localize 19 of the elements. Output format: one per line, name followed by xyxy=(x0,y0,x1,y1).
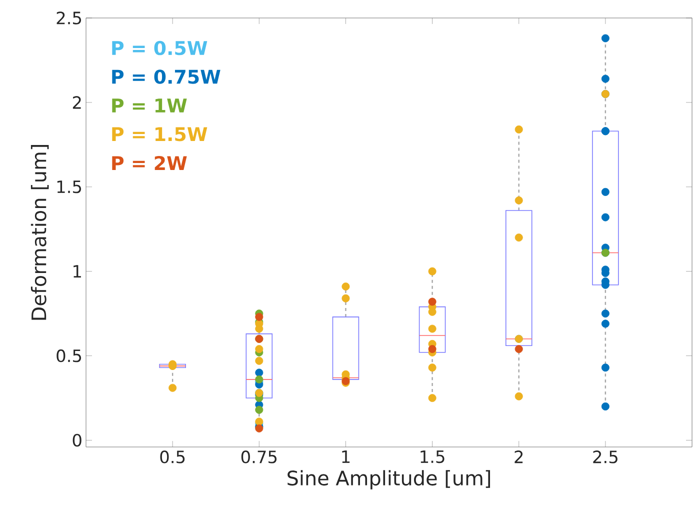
y-tick-label: 1.5 xyxy=(57,180,82,194)
y-tick-label: 2.5 xyxy=(56,12,82,24)
y-axis-title: Deformation [um] xyxy=(30,145,49,320)
x-tick-label: 2.5 xyxy=(593,450,618,464)
x-tick-label: 1 xyxy=(342,450,350,463)
x-axis-title: Sine Amplitude [um] xyxy=(288,470,490,490)
x-tick-label: 1.5 xyxy=(420,450,444,464)
x-tick-label: 2 xyxy=(514,450,523,464)
text: P = 1.5W xyxy=(112,127,208,142)
x-tick-label: 0.75 xyxy=(241,450,277,464)
text: P = 2W xyxy=(112,156,187,170)
text: P = 1W xyxy=(112,98,187,112)
y-tick-label: 2 xyxy=(72,96,81,109)
y-tick-label: 0.5 xyxy=(56,349,82,362)
y-tick-label: 1 xyxy=(74,265,81,278)
text: P = 0.5W xyxy=(112,40,208,56)
y-tick-label: 0 xyxy=(72,434,82,447)
text: P = 0.75W xyxy=(112,70,220,84)
x-tick-label: 0.5 xyxy=(160,450,185,464)
